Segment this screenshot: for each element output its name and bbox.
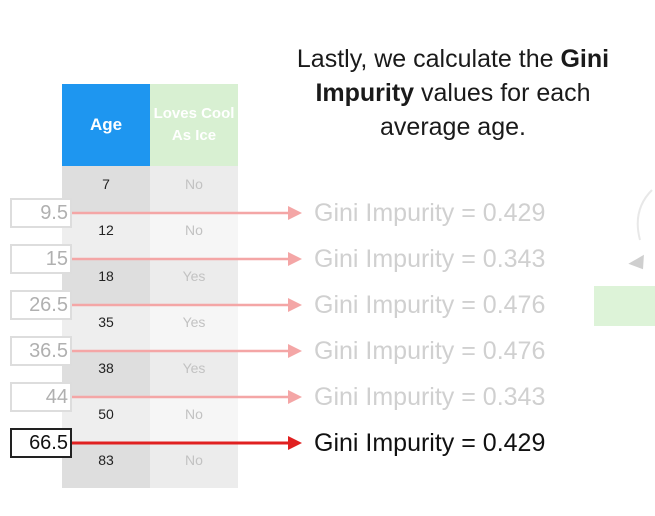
arrow-4 [72, 390, 302, 404]
table-row: 12 No [62, 212, 238, 258]
table-row: 18 Yes [62, 258, 238, 304]
caption-part1: Lastly, we calculate the [296, 45, 561, 73]
cell-loves: Yes [150, 350, 238, 396]
cell-loves: No [150, 396, 238, 442]
header-age: Age [62, 84, 150, 166]
cell-loves: No [150, 166, 238, 212]
average-age-box: 9.5 [10, 198, 72, 228]
cell-loves: No [150, 442, 238, 488]
cell-age: 35 [62, 304, 150, 350]
table-row: 38 Yes [62, 350, 238, 396]
table-header: Age Loves Cool As Ice [62, 84, 238, 166]
gini-result: Gini Impurity = 0.476 [314, 291, 546, 319]
table-row: 35 Yes [62, 304, 238, 350]
gini-result: Gini Impurity = 0.429 [314, 199, 546, 227]
table-row: 50 No [62, 396, 238, 442]
edge-arrowhead [628, 254, 644, 270]
arrow-2 [72, 298, 302, 312]
cell-age: 7 [62, 166, 150, 212]
cell-loves: Yes [150, 304, 238, 350]
cell-age: 83 [62, 442, 150, 488]
average-age-box: 26.5 [10, 290, 72, 320]
green-partial-box [594, 286, 655, 326]
cell-age: 18 [62, 258, 150, 304]
caption-text: Lastly, we calculate the Gini Impurity v… [268, 42, 638, 144]
gini-result: Gini Impurity = 0.343 [314, 383, 546, 411]
arrow-3 [72, 344, 302, 358]
caption-part2: values for each average age. [380, 79, 591, 141]
cell-loves: Yes [150, 258, 238, 304]
header-loves-cool-as-ice: Loves Cool As Ice [150, 84, 238, 166]
average-age-box: 15 [10, 244, 72, 274]
arrow-0 [72, 206, 302, 220]
table-row: 7 No [62, 166, 238, 212]
average-age-box: 44 [10, 382, 72, 412]
cell-age: 38 [62, 350, 150, 396]
cell-age: 50 [62, 396, 150, 442]
average-age-box: 36.5 [10, 336, 72, 366]
cell-age: 12 [62, 212, 150, 258]
arrow-1 [72, 252, 302, 266]
arrow-5-active [72, 436, 302, 450]
caption-bold: Gini Impurity [315, 45, 610, 107]
data-table: Age Loves Cool As Ice 7 No 12 No 18 Yes … [62, 84, 238, 488]
gini-result: Gini Impurity = 0.476 [314, 337, 546, 365]
gini-result: Gini Impurity = 0.343 [314, 245, 546, 273]
table-row: 83 No [62, 442, 238, 488]
gini-result-active: Gini Impurity = 0.429 [314, 429, 546, 457]
cell-loves: No [150, 212, 238, 258]
edge-curve [636, 189, 653, 241]
average-age-box-active: 66.5 [10, 428, 72, 458]
